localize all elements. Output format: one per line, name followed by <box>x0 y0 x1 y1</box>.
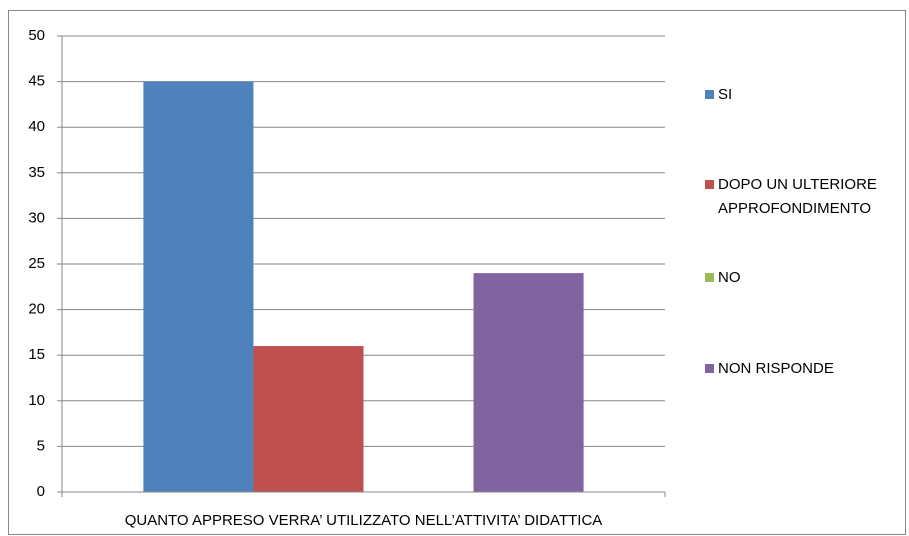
legend-item: DOPO UN ULTERIORE APPROFONDIMENTO <box>705 173 905 220</box>
legend-label: NO <box>718 269 741 286</box>
legend-item: SI <box>705 83 905 107</box>
x-tick-label: QUANTO APPRESO VERRA’ UTILIZZATO NELL’AT… <box>125 512 603 529</box>
legend-swatch <box>705 180 714 189</box>
y-tick-label: 15 <box>28 346 45 363</box>
chart-border <box>8 10 906 535</box>
legend-item: NON RISPONDE <box>705 357 905 381</box>
y-tick-label: 30 <box>28 209 45 226</box>
y-tick-label: 25 <box>28 255 45 272</box>
y-tick-label: 0 <box>37 483 45 500</box>
y-tick-label: 35 <box>28 164 45 181</box>
y-tick-label: 40 <box>28 118 45 135</box>
bar <box>473 273 584 492</box>
y-tick-label: 20 <box>28 301 45 318</box>
y-tick-label: 45 <box>28 73 45 90</box>
legend-label: DOPO UN ULTERIORE APPROFONDIMENTO <box>718 176 877 217</box>
bar <box>143 81 254 492</box>
legend-label: SI <box>718 86 733 103</box>
legend-item: NO <box>705 266 905 290</box>
legend-swatch <box>705 273 714 282</box>
legend-swatch <box>705 90 714 99</box>
bar <box>253 346 364 492</box>
y-tick-label: 5 <box>37 437 45 454</box>
legend-label: NON RISPONDE <box>718 360 834 377</box>
y-tick-label: 10 <box>28 392 45 409</box>
y-tick-label: 50 <box>28 27 45 44</box>
legend-swatch <box>705 364 714 373</box>
